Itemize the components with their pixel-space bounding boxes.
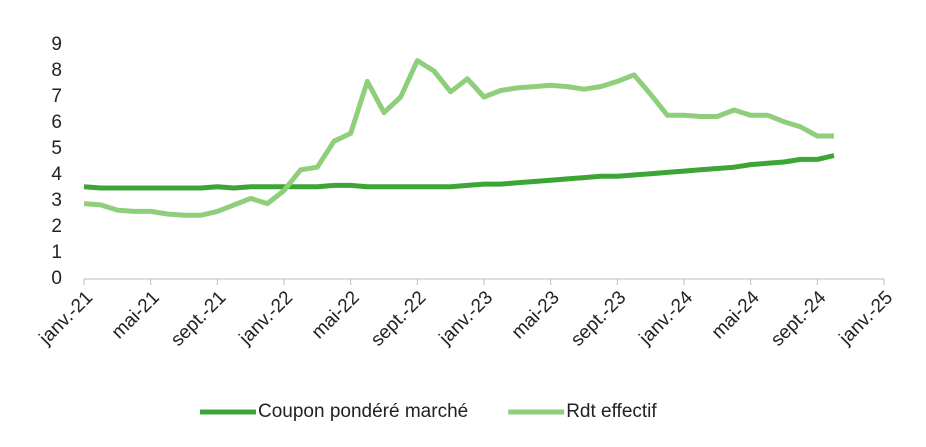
x-tick-label: mai-22 [308, 287, 364, 343]
y-tick-label: 2 [51, 216, 62, 237]
y-tick-label: 3 [51, 190, 62, 211]
y-tick-label: 7 [51, 86, 62, 107]
y-tick-label: 8 [51, 60, 62, 81]
x-tick-label: janv.-25 [835, 287, 897, 349]
x-tick-label: mai-24 [708, 287, 764, 343]
y-tick-label: 0 [51, 268, 62, 289]
x-tick-label: sept.-22 [367, 287, 430, 350]
legend-label: Rdt effectif [566, 401, 657, 422]
x-tick-label: sept.-21 [167, 287, 230, 350]
y-tick-label: 1 [51, 242, 62, 263]
y-tick-label: 5 [51, 138, 62, 159]
x-tick-label: mai-21 [108, 287, 164, 343]
line-series [83, 153, 835, 191]
y-tick-label: 9 [51, 34, 62, 55]
x-tick-label: sept.-23 [567, 287, 630, 350]
x-tick-label: janv.-23 [435, 287, 497, 349]
x-tick-label: mai-23 [508, 287, 564, 343]
x-tick-label: janv.-24 [635, 287, 698, 350]
line-series [83, 58, 834, 218]
legend-label: Coupon pondéré marché [258, 401, 468, 422]
x-tick-label: janv.-21 [35, 287, 97, 349]
x-tick-label: janv.-22 [235, 287, 297, 349]
y-tick-label: 4 [51, 164, 62, 185]
x-tick-label: sept.-24 [767, 287, 831, 351]
y-tick-label: 6 [51, 112, 62, 133]
